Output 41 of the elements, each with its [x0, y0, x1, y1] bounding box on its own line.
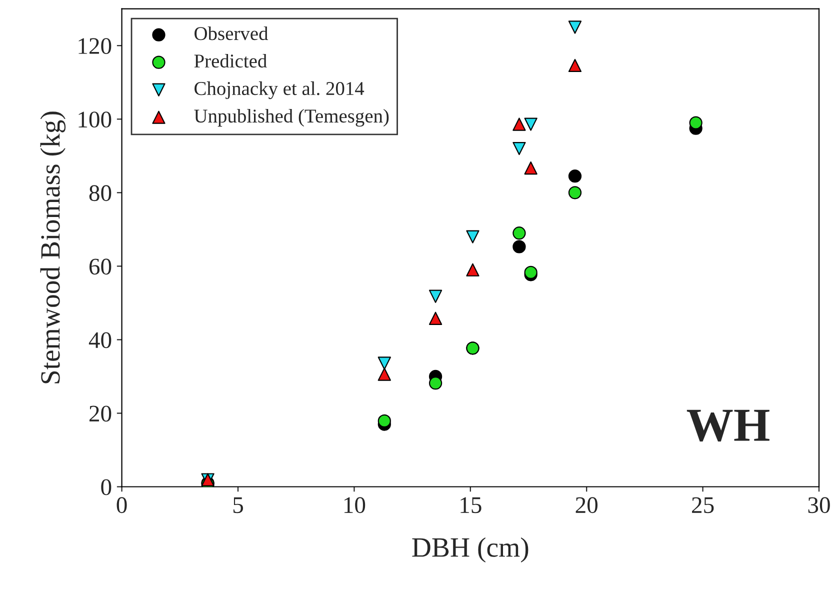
y-tick-label: 0: [101, 479, 112, 496]
x-tick-label: 0: [116, 497, 127, 514]
legend-label: Chojnacky et al. 2014: [194, 81, 364, 100]
point: [524, 118, 538, 131]
x-tick-label: 25: [692, 497, 714, 514]
y-tick-label: 20: [90, 406, 112, 422]
y-tick-label: 60: [89, 258, 112, 275]
point: [524, 266, 538, 279]
annotation: WH: [686, 410, 770, 442]
point: [378, 414, 391, 428]
point: [568, 170, 582, 183]
x-tick-label: 5: [233, 497, 243, 514]
point: [512, 226, 526, 240]
x-tick-label: 30: [808, 497, 830, 514]
y-tick-label: 40: [88, 332, 112, 348]
y-axis-title: Stemwood Biomass (kg): [40, 112, 66, 384]
point: [512, 142, 526, 156]
point: [466, 230, 480, 244]
point: [512, 118, 526, 131]
y-tick-label: 120: [78, 38, 112, 54]
y-tick-label: 100: [78, 112, 112, 128]
point: [428, 376, 442, 390]
x-axis-title: DBH (cm): [412, 537, 528, 563]
legend-label: Observed: [194, 26, 268, 40]
point: [689, 116, 702, 130]
x-tick-label: 15: [460, 497, 482, 514]
legend-label: Predicted: [194, 54, 267, 68]
point: [568, 186, 582, 200]
point: [428, 290, 442, 303]
y-tick-label: 80: [89, 185, 112, 202]
point: [378, 356, 391, 370]
point: [568, 20, 582, 34]
point: [466, 263, 480, 276]
x-tick-label: 20: [576, 497, 598, 514]
legend-label: Unpublished (Temesgen): [194, 108, 389, 127]
point: [428, 312, 442, 325]
point: [512, 240, 526, 254]
point: [378, 368, 391, 381]
x-tick-label: 10: [344, 497, 366, 514]
point: [568, 58, 582, 72]
point: [524, 161, 538, 175]
